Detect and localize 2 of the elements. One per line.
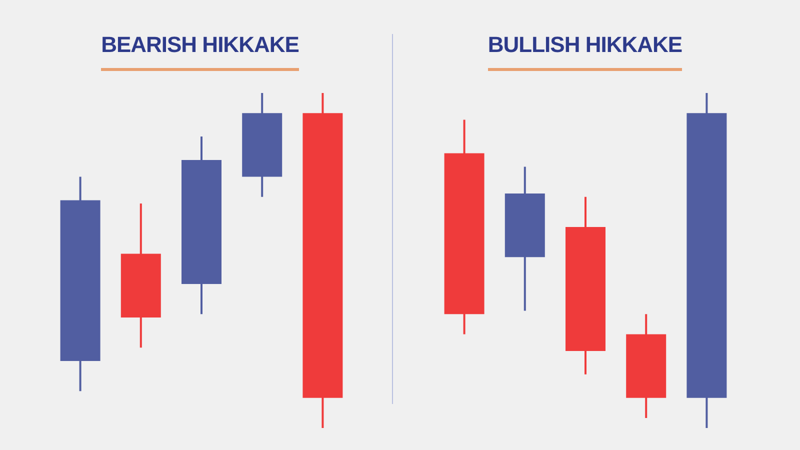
chart-title: BULLISH HIKKAKE: [488, 32, 682, 58]
chart-title: BEARISH HIKKAKE: [101, 32, 299, 58]
